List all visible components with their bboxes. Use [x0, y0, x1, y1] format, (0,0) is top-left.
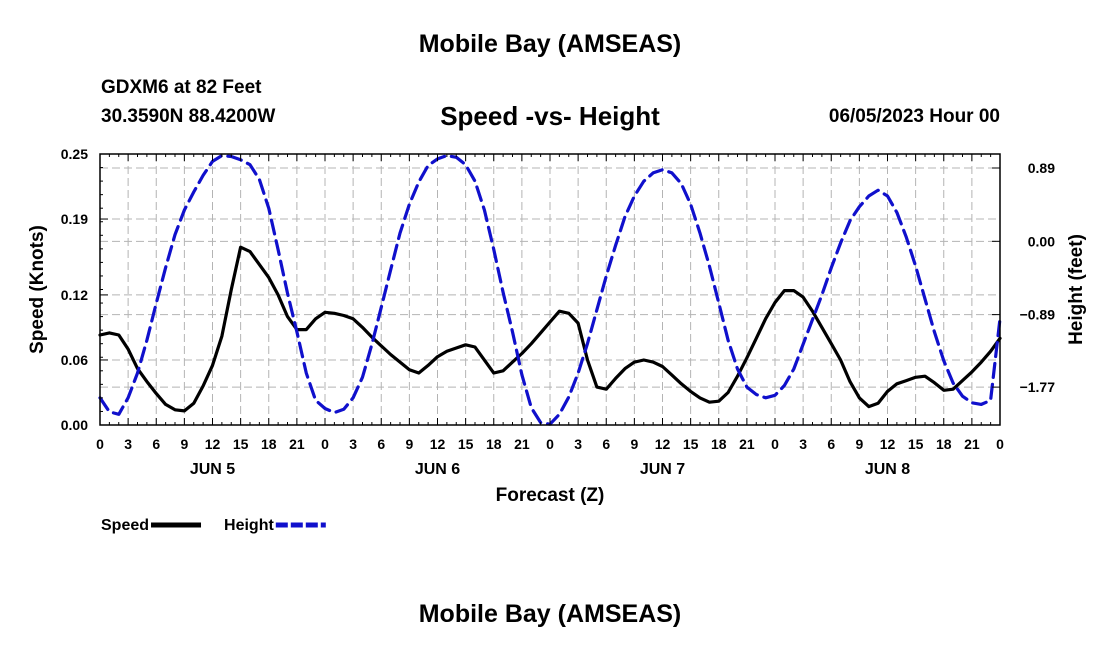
x-tick-label: 3 [349, 436, 357, 452]
day-label: JUN 5 [190, 461, 235, 478]
y2-tick-label: −1.77 [1020, 379, 1056, 395]
x-tick-label: 0 [321, 436, 329, 452]
footer-title: Mobile Bay (AMSEAS) [418, 600, 682, 628]
x-tick-label: 15 [683, 436, 699, 452]
y-tick-label: 0.19 [61, 211, 88, 227]
axis-labels: 0 3 6 9 12 15 18 21 0 3 6 9 12 15 18 21 0 3 6 9 12 15 18 21 0 3 6 9… [27, 146, 1087, 506]
axes [99, 153, 1001, 426]
y-tick-label: 0.00 [61, 417, 88, 433]
x-tick-label: 3 [799, 436, 807, 452]
x-tick-label: 9 [180, 436, 188, 452]
x-tick-label: 6 [602, 436, 610, 452]
series-line-speed [98, 245, 1002, 413]
x-tick-label: 15 [233, 436, 249, 452]
y-axis-title: Speed (Knots) [27, 225, 48, 354]
day-label: JUN 8 [865, 461, 910, 478]
legend-label-speed: Speed [101, 517, 149, 534]
x-tick-label: 12 [880, 436, 896, 452]
x-tick-label: 9 [405, 436, 413, 452]
x-tick-label: 18 [261, 436, 277, 452]
x-tick-label: 6 [152, 436, 160, 452]
x-tick-label: 12 [430, 436, 446, 452]
x-tick-label: 6 [827, 436, 835, 452]
x-tick-label: 15 [458, 436, 474, 452]
x-tick-label: 21 [514, 436, 530, 452]
x-tick-label: 3 [124, 436, 132, 452]
x-tick-label: 18 [486, 436, 502, 452]
x-tick-label: 21 [964, 436, 980, 452]
x-axis-title: Forecast (Z) [496, 485, 605, 506]
x-tick-label: 0 [771, 436, 779, 452]
x-tick-label: 6 [377, 436, 385, 452]
x-tick-label: 9 [630, 436, 638, 452]
x-tick-label: 12 [655, 436, 671, 452]
y2-tick-label: 0.89 [1028, 160, 1055, 176]
forecast-date-label: 06/05/2023 Hour 00 [828, 106, 1000, 127]
y-tick-label: 0.25 [61, 146, 88, 162]
station-label: GDXM6 at 82 Feet [101, 77, 262, 98]
x-tick-label: 0 [96, 436, 104, 452]
day-label: JUN 6 [415, 461, 460, 478]
legend-label-height: Height [224, 517, 274, 534]
x-tick-label: 15 [908, 436, 924, 452]
x-tick-label: 3 [574, 436, 582, 452]
y-tick-label: 0.12 [61, 287, 88, 303]
speed-height-chart: 0 3 6 9 12 15 18 21 0 3 6 9 12 15 18 21 0 3 6 9 12 15 18 21 0 3 6 9… [27, 146, 1087, 534]
x-tick-label: 18 [936, 436, 952, 452]
chart-title: Speed -vs- Height [440, 101, 660, 131]
x-tick-label: 0 [996, 436, 1004, 452]
legend: Speed Height [101, 517, 326, 534]
x-tick-label: 21 [739, 436, 755, 452]
main-title: Mobile Bay (AMSEAS) [418, 30, 682, 58]
y2-tick-label: 0.00 [1028, 233, 1055, 249]
coordinates-label: 30.3590N 88.4200W [101, 106, 276, 127]
x-tick-label: 21 [289, 436, 305, 452]
y2-tick-label: −0.89 [1020, 307, 1056, 323]
grid-lines [100, 154, 1000, 425]
x-tick-label: 18 [711, 436, 727, 452]
y-tick-label: 0.06 [61, 352, 88, 368]
x-tick-label: 12 [205, 436, 221, 452]
y2-axis-title: Height (feet) [1066, 234, 1087, 345]
x-tick-label: 9 [855, 436, 863, 452]
day-label: JUN 7 [640, 461, 685, 478]
x-tick-label: 0 [546, 436, 554, 452]
